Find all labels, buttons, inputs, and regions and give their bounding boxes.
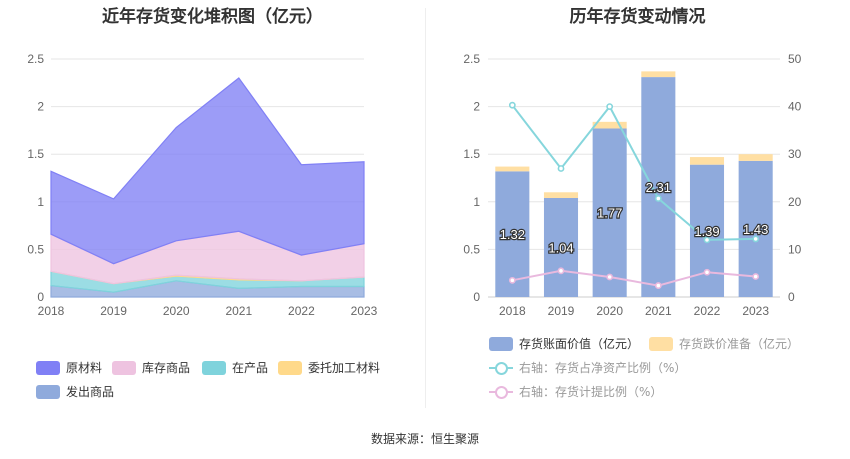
legend-label: 右轴：存货计提比例（%） <box>519 385 663 399</box>
bar-impairment <box>592 121 627 129</box>
bar-impairment <box>641 71 676 78</box>
bar-data-label: 1.39 <box>694 224 719 239</box>
legend-item[interactable]: 存货账面价值（亿元） <box>489 335 639 352</box>
right-y2-tick-label: 0 <box>788 290 795 304</box>
legend-label: 原材料 <box>66 361 103 375</box>
left-y-tick-label: 0 <box>37 290 44 304</box>
legend-item[interactable]: 原材料 <box>36 359 102 376</box>
left-y-tick-label: 1 <box>37 195 44 209</box>
right-y-tick-label: 1.5 <box>463 147 480 161</box>
left-x-tick-label: 2023 <box>351 304 378 318</box>
area-原材料 <box>50 77 365 265</box>
inventory-ratio-point <box>508 101 516 109</box>
legend-label: 在产品 <box>232 361 269 375</box>
left-y-tick-label: 2.5 <box>27 52 44 66</box>
legend-label: 委托加工材料 <box>308 361 381 375</box>
legend-item[interactable]: 右轴：存货计提比例（%） <box>489 383 662 400</box>
left-x-tick-label: 2019 <box>100 304 127 318</box>
left-y-tick-label: 2 <box>37 100 44 114</box>
provision-ratio-point <box>654 282 662 289</box>
provision-ratio-point <box>752 273 760 280</box>
legend-swatch <box>36 384 60 399</box>
legend-swatch <box>202 360 226 375</box>
bar-data-label: 1.04 <box>548 240 573 255</box>
bar-data-label: 1.32 <box>500 227 525 242</box>
legend-label: 右轴：存货占净资产比例（%） <box>519 361 687 375</box>
right-x-tick-label: 2020 <box>596 304 623 318</box>
right-y-tick-label: 2.5 <box>463 52 480 66</box>
inventory-ratio-point <box>557 165 565 172</box>
provision-ratio-point <box>508 276 516 284</box>
legend-label: 存货跌价准备（亿元） <box>679 337 800 351</box>
legend-label: 发出商品 <box>66 385 115 399</box>
legend-item[interactable]: 在产品 <box>202 359 268 376</box>
legend-item[interactable]: 委托加工材料 <box>278 359 380 376</box>
left-y-tick-label: 0.5 <box>27 242 44 256</box>
bar-impairment <box>689 157 725 165</box>
bar-book-value <box>641 77 676 297</box>
left-x-tick-label: 2022 <box>288 304 315 318</box>
provision-ratio-line <box>512 269 756 287</box>
right-y-tick-label: 0.5 <box>463 242 480 256</box>
bar-impairment <box>495 166 530 172</box>
bar-book-value <box>592 128 627 297</box>
right-y2-tick-label: 50 <box>788 52 802 66</box>
legend-label: 库存商品 <box>142 361 191 375</box>
right-y2-tick-label: 30 <box>788 147 802 161</box>
right-x-tick-label: 2019 <box>548 304 575 318</box>
data-source-note: 数据来源：恒生聚源 <box>370 432 479 446</box>
left-chart-title: 近年存货变化堆积图（亿元） <box>102 7 323 27</box>
bar-data-label: 2.31 <box>646 180 671 195</box>
right-x-tick-label: 2018 <box>499 304 526 318</box>
right-y2-tick-label: 10 <box>788 242 802 256</box>
right-y2-tick-label: 20 <box>788 195 802 209</box>
panel-divider <box>425 8 426 408</box>
right-x-tick-label: 2023 <box>742 304 769 318</box>
right-y-tick-label: 1 <box>473 195 480 209</box>
inventory-ratio-point <box>703 236 711 244</box>
legend-item[interactable]: 存货跌价准备（亿元） <box>649 335 799 352</box>
left-y-tick-label: 1.5 <box>27 147 44 161</box>
right-chart-legend: 存货账面价值（亿元） 存货跌价准备（亿元） 右轴：存货占净资产比例（%） 右轴：存货计… <box>425 0 850 459</box>
bar-book-value <box>495 171 530 297</box>
right-x-tick-label: 2022 <box>694 304 721 318</box>
right-x-tick-label: 2021 <box>645 304 672 318</box>
bar-impairment <box>543 192 579 198</box>
left-area-chart: 0 0.5 1 1.5 2 2.5 2018 2019 2020 2021 2022 2023 <box>27 52 378 318</box>
bar-book-value <box>543 197 579 297</box>
right-y2-tick-label: 40 <box>788 100 802 114</box>
bar-data-label: 1.43 <box>743 222 768 237</box>
inventory-ratio-point <box>606 103 614 110</box>
inventory-ratio-point <box>654 195 662 202</box>
provision-ratio-point <box>703 268 711 276</box>
legend-swatch <box>489 361 513 375</box>
left-chart-legend: 原材料 库存商品 在产品 委托加工材料发出商品 <box>36 359 380 400</box>
left-x-tick-label: 2021 <box>225 304 252 318</box>
right-chart-title: 历年存货变动情况 <box>569 7 706 27</box>
right-bar-chart: 0 0.5 1 1.5 2 2.5 0 10 20 30 40 50 2018 2019 2020 2021 2… <box>463 52 802 318</box>
provision-ratio-point <box>606 273 614 281</box>
legend-item[interactable]: 库存商品 <box>112 359 190 376</box>
bar-impairment <box>738 154 773 161</box>
inventory-ratio-point <box>752 235 760 243</box>
left-x-tick-label: 2020 <box>163 304 190 318</box>
bar-data-label: 1.77 <box>597 206 622 221</box>
provision-ratio-point <box>557 267 565 275</box>
legend-swatch <box>489 385 513 399</box>
legend-item[interactable]: 发出商品 <box>36 383 114 400</box>
legend-swatch <box>278 360 302 375</box>
legend-swatch <box>489 336 513 351</box>
legend-label: 存货账面价值（亿元） <box>519 337 640 351</box>
legend-item[interactable]: 右轴：存货占净资产比例（%） <box>489 359 686 376</box>
inventory-ratio-line <box>511 104 756 241</box>
legend-swatch <box>36 360 60 375</box>
left-x-tick-label: 2018 <box>38 304 65 318</box>
legend-swatch <box>112 360 136 375</box>
legend-swatch <box>649 336 673 351</box>
right-y-tick-label: 2 <box>473 100 480 114</box>
right-y-tick-label: 0 <box>473 290 480 304</box>
